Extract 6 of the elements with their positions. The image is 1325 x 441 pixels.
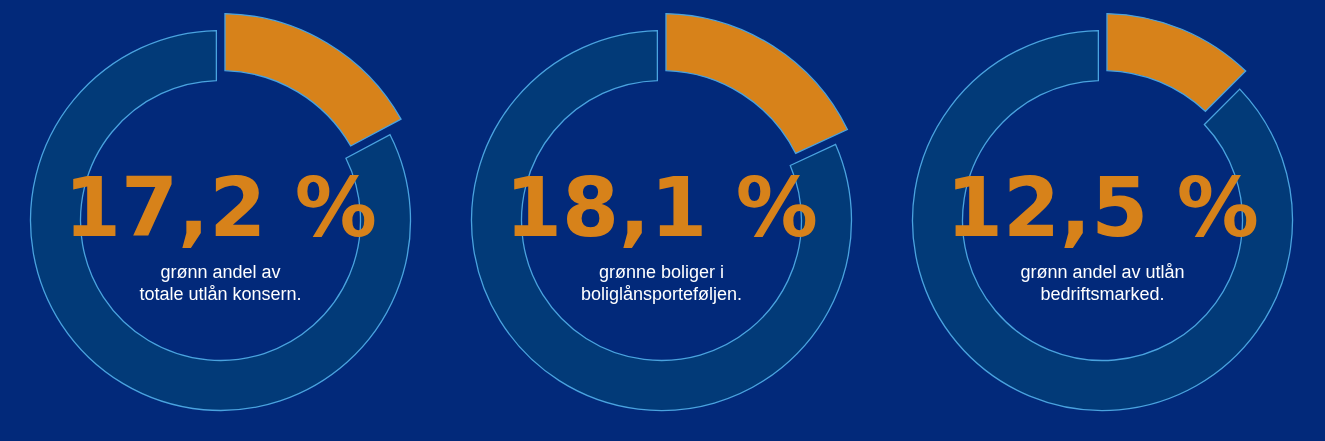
text: grønn andel av totale utlån konsern. — [139, 262, 302, 304]
data-label: 17,2 % — [63, 160, 378, 255]
data-label: 18,1 % — [504, 160, 819, 255]
data-label: 12,5 % — [945, 160, 1260, 255]
text: grønn andel av utlån bedriftsmarked. — [1020, 262, 1185, 304]
text: grønne boliger i boliglånsporteføljen. — [580, 262, 743, 304]
